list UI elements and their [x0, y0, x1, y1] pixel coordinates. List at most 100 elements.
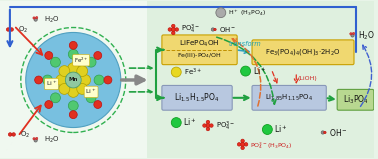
Circle shape — [94, 100, 102, 108]
Circle shape — [68, 86, 79, 97]
Circle shape — [352, 32, 355, 35]
Circle shape — [171, 27, 175, 32]
Circle shape — [6, 28, 10, 31]
Circle shape — [33, 138, 35, 140]
Circle shape — [51, 93, 60, 103]
Text: Fe$^{2+}$: Fe$^{2+}$ — [74, 55, 88, 65]
Text: H$_2$O: H$_2$O — [43, 135, 59, 145]
Text: Li$^+$: Li$^+$ — [253, 65, 266, 77]
Circle shape — [241, 139, 244, 143]
FancyBboxPatch shape — [162, 35, 237, 65]
FancyBboxPatch shape — [337, 89, 374, 110]
FancyBboxPatch shape — [252, 85, 326, 110]
Circle shape — [69, 41, 77, 49]
Circle shape — [206, 124, 210, 128]
Circle shape — [351, 34, 354, 37]
Circle shape — [321, 131, 324, 134]
Circle shape — [94, 52, 102, 59]
Circle shape — [206, 127, 210, 131]
Circle shape — [240, 142, 245, 146]
Circle shape — [56, 75, 67, 85]
Circle shape — [59, 66, 70, 76]
Text: transform: transform — [228, 41, 261, 47]
Text: PO$_4^{3-}$(H$_3$PO$_4$): PO$_4^{3-}$(H$_3$PO$_4$) — [249, 140, 292, 151]
Circle shape — [244, 143, 248, 146]
Text: Li$^+$: Li$^+$ — [46, 80, 57, 88]
Text: Li$^+$: Li$^+$ — [183, 117, 197, 128]
Text: Li$_{1.85}$H$_{1.15}$PO$_4$: Li$_{1.85}$H$_{1.15}$PO$_4$ — [265, 93, 313, 103]
Text: LiFePO$_4$OH: LiFePO$_4$OH — [179, 38, 220, 49]
Circle shape — [65, 72, 81, 88]
Circle shape — [171, 118, 181, 128]
Text: PO$_4^{3-}$: PO$_4^{3-}$ — [216, 120, 235, 133]
Circle shape — [43, 75, 53, 85]
Text: Li$^+$: Li$^+$ — [274, 124, 288, 135]
FancyArrowPatch shape — [217, 37, 276, 104]
Circle shape — [203, 124, 206, 127]
FancyBboxPatch shape — [162, 85, 232, 110]
Text: H$_2$O: H$_2$O — [358, 29, 375, 42]
Text: (LiOH): (LiOH) — [297, 76, 317, 80]
Circle shape — [86, 57, 96, 67]
Circle shape — [12, 133, 15, 136]
Circle shape — [59, 83, 70, 94]
Circle shape — [51, 57, 60, 67]
Circle shape — [36, 137, 38, 140]
Circle shape — [241, 146, 244, 150]
Circle shape — [69, 111, 77, 119]
Circle shape — [68, 63, 79, 74]
Text: Li$_3$PO$_4$: Li$_3$PO$_4$ — [342, 93, 369, 106]
Circle shape — [241, 66, 251, 76]
Text: PO$_4^{3-}$: PO$_4^{3-}$ — [181, 23, 201, 36]
Text: Fe$_3$(PO$_4$)$_4$(OH)$_3$$\cdot$2H$_2$O: Fe$_3$(PO$_4$)$_4$(OH)$_3$$\cdot$2H$_2$O — [265, 47, 341, 57]
FancyBboxPatch shape — [147, 1, 374, 158]
Text: OH$^-$: OH$^-$ — [329, 127, 348, 138]
Circle shape — [171, 67, 181, 77]
Circle shape — [8, 133, 12, 136]
Circle shape — [45, 100, 53, 108]
Text: Li$^+$: Li$^+$ — [85, 87, 97, 96]
Circle shape — [172, 31, 175, 35]
Circle shape — [68, 49, 78, 59]
Circle shape — [214, 28, 216, 31]
Circle shape — [350, 33, 352, 35]
Text: OH$^-$: OH$^-$ — [219, 25, 236, 34]
Circle shape — [77, 66, 88, 76]
Text: O$_2$: O$_2$ — [20, 129, 30, 140]
Text: H$^+$ (H$_3$PO$_4$): H$^+$ (H$_3$PO$_4$) — [228, 8, 266, 18]
Circle shape — [34, 18, 37, 21]
Circle shape — [33, 17, 35, 19]
Circle shape — [211, 28, 215, 31]
Text: Li$_{1.5}$H$_{1.5}$PO$_4$: Li$_{1.5}$H$_{1.5}$PO$_4$ — [174, 92, 220, 104]
Circle shape — [324, 131, 326, 134]
Circle shape — [36, 17, 38, 19]
Circle shape — [45, 52, 53, 59]
FancyArrowPatch shape — [130, 90, 152, 94]
FancyArrowPatch shape — [361, 45, 372, 106]
Circle shape — [237, 143, 241, 146]
Text: Mn: Mn — [68, 76, 78, 82]
Circle shape — [104, 76, 112, 84]
Circle shape — [26, 32, 121, 128]
Circle shape — [86, 93, 96, 103]
Text: Fe(III)-PO$_4$/OH: Fe(III)-PO$_4$/OH — [177, 51, 222, 60]
FancyBboxPatch shape — [252, 40, 354, 65]
Circle shape — [68, 101, 78, 111]
Text: H$_2$O: H$_2$O — [43, 14, 59, 25]
Circle shape — [172, 24, 175, 28]
Circle shape — [34, 139, 37, 142]
Circle shape — [10, 28, 13, 31]
Circle shape — [262, 124, 272, 135]
Circle shape — [94, 75, 104, 85]
Circle shape — [206, 120, 210, 124]
Circle shape — [168, 28, 172, 31]
Circle shape — [35, 76, 43, 84]
FancyArrowPatch shape — [130, 66, 152, 70]
Circle shape — [175, 28, 178, 31]
FancyArrowPatch shape — [232, 39, 261, 106]
Circle shape — [80, 75, 91, 85]
FancyBboxPatch shape — [0, 1, 147, 158]
Circle shape — [210, 124, 213, 127]
Text: Fe$^{3+}$: Fe$^{3+}$ — [184, 66, 202, 78]
Circle shape — [216, 8, 226, 18]
